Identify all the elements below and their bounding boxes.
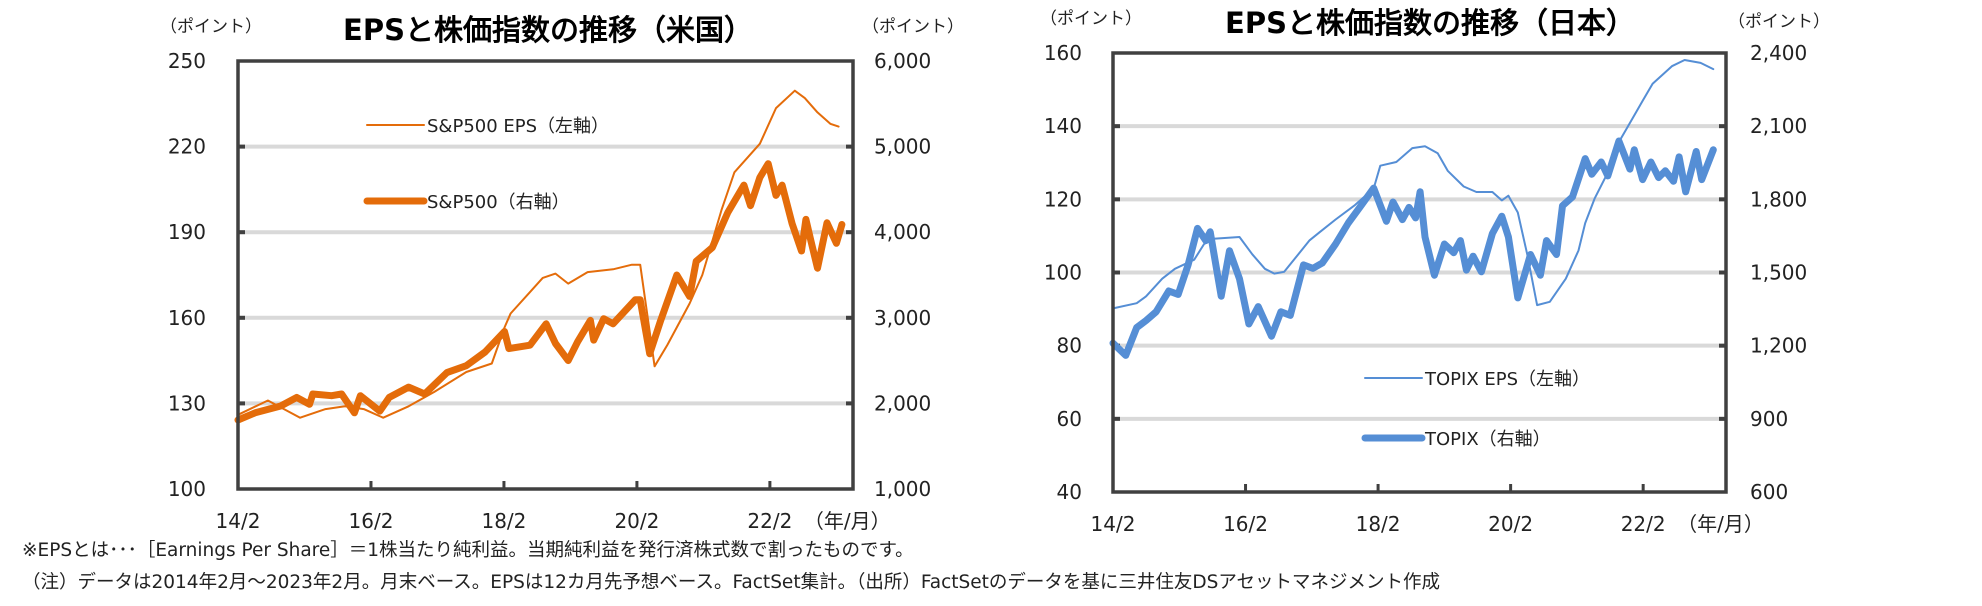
x-axis-unit: （年/月） xyxy=(1677,512,1764,536)
right-y-tick-label: 900 xyxy=(1750,407,1788,431)
legend-label: TOPIX EPS（左軸） xyxy=(1424,369,1590,390)
left-y-tick-label: 250 xyxy=(168,49,206,73)
right-y-tick-label: 2,100 xyxy=(1750,114,1807,138)
left-y-tick-label: 190 xyxy=(168,220,206,244)
x-tick-label: 18/2 xyxy=(1356,512,1401,536)
x-tick-label: 16/2 xyxy=(1223,512,1268,536)
x-tick-label: 22/2 xyxy=(1621,512,1666,536)
left-y-tick-label: 220 xyxy=(168,135,206,159)
series-line-eps xyxy=(237,89,840,419)
left-axis-unit: （ポイント） xyxy=(1040,9,1142,29)
left-y-tick-label: 160 xyxy=(1044,41,1082,65)
x-axis-unit: （年/月） xyxy=(804,509,891,533)
left-y-tick-label: 130 xyxy=(168,391,206,415)
right-y-tick-label: 3,000 xyxy=(874,306,931,330)
legend-label: S&P500 EPS（左軸） xyxy=(427,116,609,137)
right-y-tick-label: 2,000 xyxy=(874,391,931,415)
x-tick-label: 22/2 xyxy=(747,509,792,533)
x-tick-label: 14/2 xyxy=(216,509,261,533)
right-axis-unit: （ポイント） xyxy=(862,17,964,37)
left-y-tick-label: 60 xyxy=(1057,407,1082,431)
chart-title: EPSと株価指数の推移（日本） xyxy=(1225,6,1635,40)
chart-japan: EPSと株価指数の推移（日本） （ポイント） （ポイント） 40 60 80 100 120 1… xyxy=(1040,6,1830,536)
chart-us: EPSと株価指数の推移（米国） （ポイント） （ポイント） 100 130 160 190 2… xyxy=(160,13,964,533)
series-line-index xyxy=(1109,137,1717,359)
right-y-tick-label: 1,500 xyxy=(1750,261,1807,285)
x-tick-label: 18/2 xyxy=(481,509,526,533)
x-tick-label: 16/2 xyxy=(349,509,394,533)
plot-frame xyxy=(1111,51,1728,494)
plot-frame xyxy=(236,59,855,491)
footnote-source: （注）データは2014年2月～2023年2月。月末ベース。EPSは12カ月先予想… xyxy=(22,572,1441,593)
right-axis-unit: （ポイント） xyxy=(1728,12,1830,32)
left-y-tick-label: 100 xyxy=(1044,261,1082,285)
left-y-tick-label: 120 xyxy=(1044,187,1082,211)
legend-label: TOPIX（右軸） xyxy=(1424,429,1551,450)
x-tick-label: 20/2 xyxy=(614,509,659,533)
left-y-tick-label: 100 xyxy=(168,477,206,501)
left-y-tick-label: 40 xyxy=(1057,480,1082,504)
right-y-tick-label: 1,800 xyxy=(1750,187,1807,211)
right-y-tick-label: 600 xyxy=(1750,480,1788,504)
footnote-eps-definition: ※EPSとは･･･［Earnings Per Share］＝1株当たり純利益。当… xyxy=(22,540,914,561)
left-y-tick-label: 80 xyxy=(1057,334,1082,358)
right-y-tick-label: 5,000 xyxy=(874,135,931,159)
left-y-tick-label: 160 xyxy=(168,306,206,330)
left-axis-unit: （ポイント） xyxy=(160,17,262,37)
series-line-index xyxy=(234,160,846,424)
right-y-tick-label: 1,200 xyxy=(1750,334,1807,358)
x-tick-label: 20/2 xyxy=(1488,512,1533,536)
chart-title: EPSと株価指数の推移（米国） xyxy=(343,13,753,47)
right-y-tick-label: 4,000 xyxy=(874,220,931,244)
right-y-tick-label: 6,000 xyxy=(874,49,931,73)
legend-label: S&P500（右軸） xyxy=(427,192,570,213)
left-y-tick-label: 140 xyxy=(1044,114,1082,138)
x-tick-label: 14/2 xyxy=(1091,512,1136,536)
right-y-tick-label: 1,000 xyxy=(874,477,931,501)
right-y-tick-label: 2,400 xyxy=(1750,41,1807,65)
